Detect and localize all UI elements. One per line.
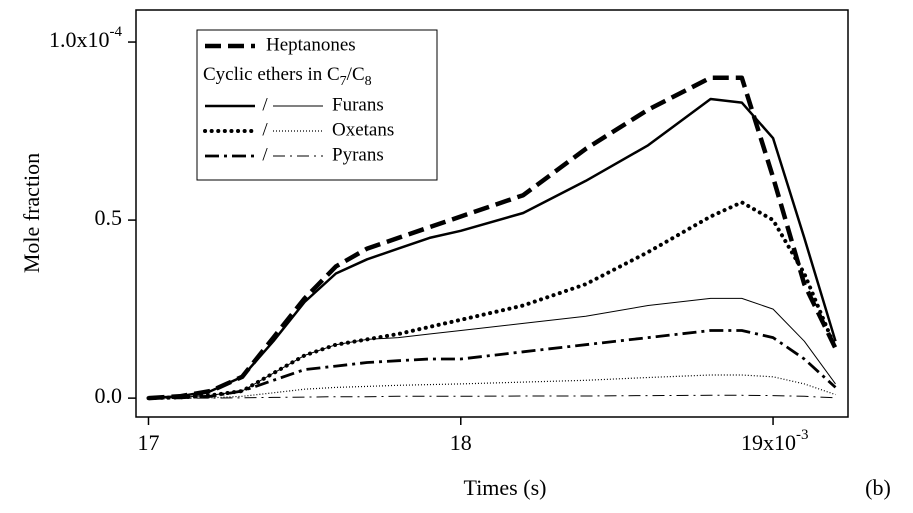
tick-label-base: 1.0x10	[49, 27, 110, 52]
series-line	[146, 200, 838, 401]
legend-label: Heptanones	[266, 34, 356, 55]
legend-separator: /	[262, 94, 268, 115]
y-axis-label: Mole fraction	[19, 153, 44, 273]
tick-label-base: 0.0	[95, 383, 123, 408]
series-line	[148, 394, 836, 399]
tick-label-exponent: -4	[110, 24, 123, 40]
legend-heading-subscript: 7	[340, 74, 347, 89]
legend-heading-text: Cyclic ethers in C	[203, 64, 340, 85]
tick-label: 1.0x10-4	[49, 24, 122, 52]
legend-separator: /	[262, 144, 268, 165]
tick-label-base: 19x10	[741, 430, 796, 455]
legend-heading-text: /C	[347, 64, 365, 85]
tick-label: 0.5	[95, 205, 123, 230]
legend-heading: Cyclic ethers in C7/C8	[203, 64, 372, 89]
legend-heading-subscript: 8	[365, 74, 372, 89]
series-line	[148, 97, 837, 400]
panel-label: (b)	[865, 475, 891, 500]
tick-label: 0.0	[95, 383, 123, 408]
x-axis-label: Times (s)	[464, 475, 547, 500]
tick-label: 17	[137, 430, 159, 455]
legend: Heptanones / Furans / Oxetans / Pyrans Cyclic e…	[196, 29, 438, 181]
tick-label-base: 0.5	[95, 205, 123, 230]
plot-frame	[135, 9, 849, 418]
series-line	[148, 374, 836, 399]
legend-label: Furans	[332, 94, 384, 115]
tick-label: 18	[450, 430, 472, 455]
tick-label-exponent: -3	[796, 427, 809, 443]
tick-label: 19x10-3	[741, 427, 809, 455]
series-line	[148, 329, 837, 400]
legend-separator: /	[262, 119, 268, 140]
legend-label: Oxetans	[332, 119, 394, 140]
legend-label: Pyrans	[332, 144, 384, 165]
